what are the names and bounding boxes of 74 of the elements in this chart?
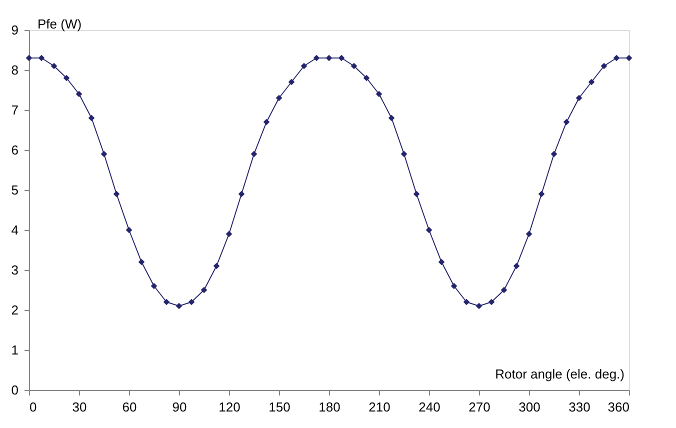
point — [288, 78, 295, 86]
x-tick-label: 180 — [318, 400, 340, 414]
point — [400, 150, 408, 158]
point — [326, 54, 332, 62]
point — [538, 190, 545, 198]
point — [626, 54, 632, 62]
point — [200, 286, 208, 294]
point — [350, 62, 358, 70]
point — [238, 190, 245, 198]
y-tick-label: 1 — [11, 342, 18, 358]
x-tick-label: 270 — [468, 400, 490, 414]
point — [176, 302, 182, 310]
point — [250, 150, 258, 158]
x-tick-label: 0 — [30, 400, 37, 414]
point — [163, 298, 170, 306]
point — [450, 282, 458, 290]
point — [363, 74, 370, 82]
y-tick-label: 3 — [11, 262, 18, 278]
y-tick-label: 4 — [11, 222, 18, 238]
point — [226, 230, 232, 238]
point — [563, 118, 570, 126]
point — [188, 298, 195, 306]
x-tick-label: 300 — [518, 400, 540, 414]
x-tick-label: 30 — [72, 400, 87, 414]
point — [88, 114, 95, 122]
y-tick-label: 2 — [11, 302, 18, 318]
x-tick-label: 360 — [608, 400, 630, 414]
y-tick-label: 0 — [11, 382, 18, 398]
point — [588, 78, 595, 86]
point — [76, 90, 82, 98]
point — [413, 190, 420, 198]
point — [100, 150, 108, 158]
point — [500, 286, 508, 294]
point — [263, 118, 270, 126]
point — [476, 302, 482, 310]
x-tick-label: 210 — [368, 400, 390, 414]
point — [50, 62, 58, 70]
x-tick-label: 150 — [268, 400, 290, 414]
point — [376, 90, 382, 98]
y-tick-label: 6 — [11, 142, 18, 158]
point — [550, 150, 558, 158]
point — [438, 258, 445, 266]
point — [526, 230, 532, 238]
point — [576, 94, 582, 102]
point — [300, 62, 308, 70]
point — [113, 190, 120, 198]
x-tick-label: 60 — [122, 400, 137, 414]
point — [213, 262, 220, 270]
y-axis-title: Pfe (W) — [38, 16, 82, 32]
point — [313, 54, 320, 62]
point — [26, 54, 32, 62]
point — [388, 114, 395, 122]
y-tick-label: 7 — [11, 102, 18, 118]
y-tick-label: 8 — [11, 62, 18, 78]
point — [338, 54, 345, 62]
point — [63, 74, 70, 82]
point — [513, 262, 520, 270]
x-tick-label: 120 — [218, 400, 240, 414]
point — [276, 94, 282, 102]
point — [600, 62, 608, 70]
point — [138, 258, 145, 266]
point — [488, 298, 495, 306]
point — [613, 54, 620, 62]
point — [463, 298, 470, 306]
point — [38, 54, 45, 62]
y-tick-label: 5 — [11, 182, 18, 198]
point — [126, 226, 132, 234]
x-axis-title: Rotor angle (ele. deg.) — [495, 366, 624, 382]
y-tick-label: 9 — [11, 22, 18, 38]
x-tick-label: 240 — [418, 400, 440, 414]
point — [150, 282, 158, 290]
x-tick-label: 90 — [172, 400, 187, 414]
point — [426, 226, 432, 234]
x-tick-label: 330 — [568, 400, 590, 414]
